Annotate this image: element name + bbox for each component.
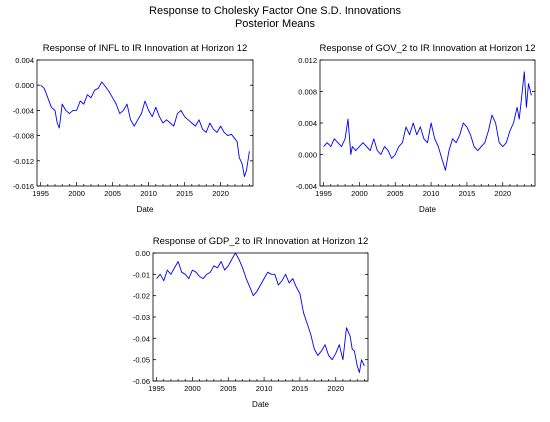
subplot-title: Response of GDP_2 to IR Innovation at Ho… <box>153 236 368 247</box>
y-tick-label: -0.012 <box>13 157 34 166</box>
y-tick-label: 0.000 <box>298 151 317 160</box>
x-tick-label: 2015 <box>176 189 193 198</box>
x-tick-label: 2010 <box>256 384 273 393</box>
y-tick-label: -0.02 <box>133 292 150 301</box>
x-axis-label: Date <box>419 205 436 214</box>
plot-frame <box>152 252 369 382</box>
subplot-title: Response of GOV_2 to IR Innovation at Ho… <box>320 43 536 54</box>
y-tick-label: -0.04 <box>133 334 150 343</box>
series-line <box>40 81 250 178</box>
x-tick-label: 2020 <box>494 189 511 198</box>
y-tick-label: -0.01 <box>133 270 150 279</box>
x-tick-label: 2000 <box>351 189 368 198</box>
x-tick-label: 2000 <box>184 384 201 393</box>
series-line <box>156 252 365 373</box>
subplot-title: Response of INFL to IR Innovation at Hor… <box>43 43 248 54</box>
y-tick-label: 0.004 <box>298 119 317 128</box>
x-tick-label: 1995 <box>148 384 165 393</box>
y-tick-label: 0.000 <box>15 81 34 90</box>
x-tick-label: 2005 <box>220 384 237 393</box>
figure-subtitle: Posterior Means <box>234 18 316 30</box>
y-tick-label: 0.00 <box>135 249 150 258</box>
x-axis-label: Date <box>137 205 154 214</box>
series-line <box>323 71 532 171</box>
plot-frame <box>36 59 254 187</box>
y-tick-label: -0.004 <box>296 182 317 191</box>
y-tick-label: -0.05 <box>133 356 150 365</box>
y-tick-label: -0.06 <box>133 377 150 386</box>
x-tick-label: 1995 <box>315 189 332 198</box>
x-axis-label: Date <box>252 400 269 409</box>
x-tick-label: 2020 <box>212 189 229 198</box>
x-tick-label: 2005 <box>104 189 121 198</box>
x-tick-label: 2005 <box>387 189 404 198</box>
x-tick-label: 2010 <box>140 189 157 198</box>
y-tick-label: 0.008 <box>298 88 317 97</box>
y-tick-label: 0.004 <box>15 56 34 65</box>
y-tick-label: -0.008 <box>13 132 34 141</box>
y-tick-label: 0.012 <box>298 56 317 65</box>
y-tick-label: -0.016 <box>13 182 34 191</box>
x-tick-label: 1995 <box>32 189 49 198</box>
x-tick-label: 2000 <box>68 189 85 198</box>
y-tick-label: -0.03 <box>133 313 150 322</box>
x-tick-label: 2020 <box>327 384 344 393</box>
figure-title: Response to Cholesky Factor One S.D. Inn… <box>149 5 401 17</box>
x-tick-label: 2015 <box>292 384 309 393</box>
x-tick-label: 2010 <box>423 189 440 198</box>
y-tick-label: -0.004 <box>13 106 34 115</box>
x-tick-label: 2015 <box>459 189 476 198</box>
